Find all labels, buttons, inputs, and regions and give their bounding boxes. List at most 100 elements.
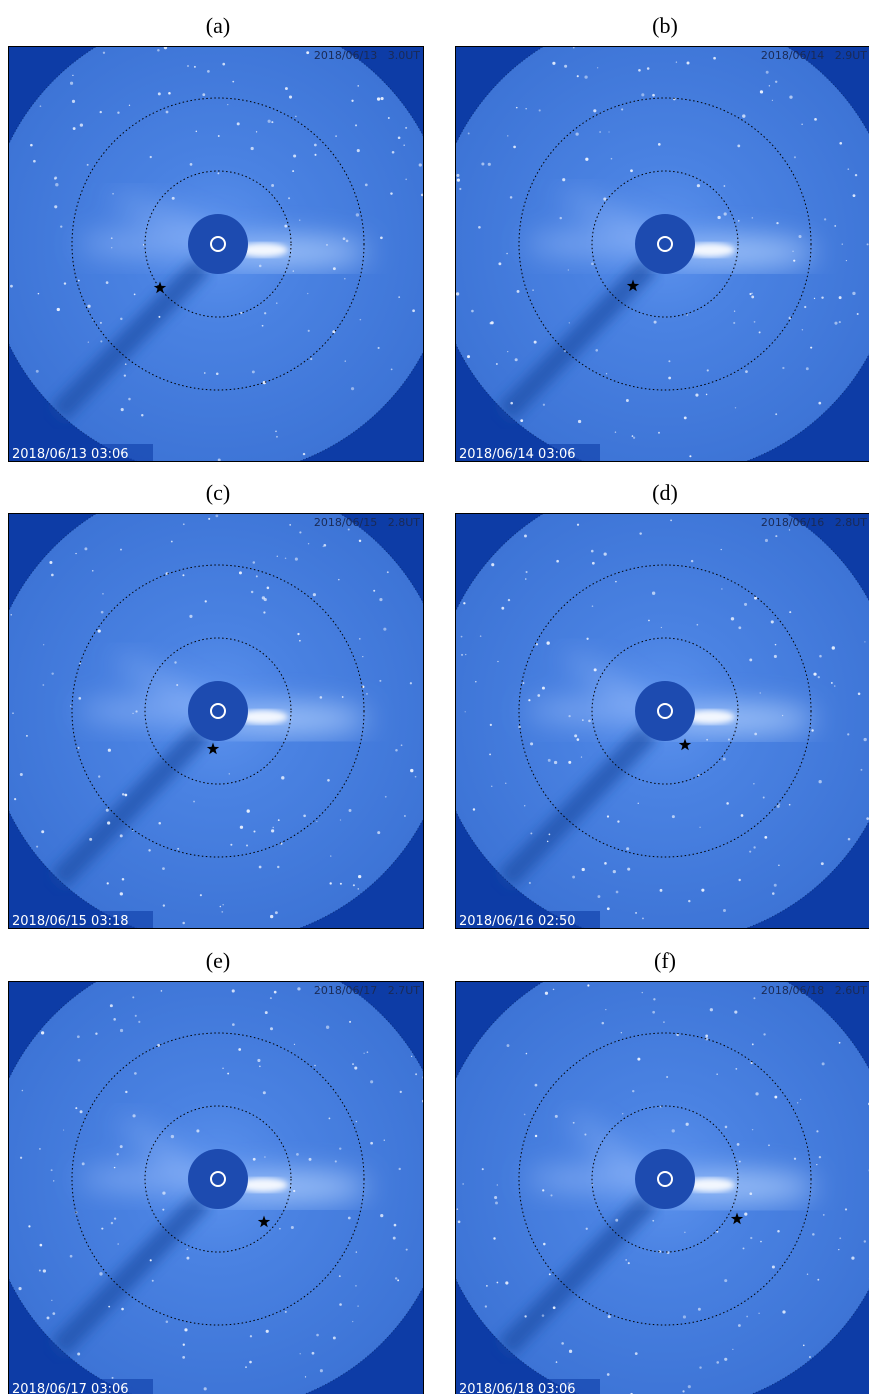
occulter (635, 1149, 695, 1209)
background-star (140, 37, 142, 39)
background-star (686, 1123, 689, 1126)
background-star (771, 620, 774, 623)
background-star (339, 1275, 341, 1277)
background-star (41, 830, 44, 833)
background-star (668, 377, 671, 380)
background-star (725, 1126, 728, 1129)
background-star (393, 1237, 396, 1240)
background-star (355, 124, 357, 126)
background-star (839, 296, 842, 299)
background-star (77, 747, 79, 749)
background-star (172, 197, 175, 200)
background-star (721, 962, 723, 964)
background-star (276, 509, 279, 512)
background-star (465, 711, 466, 712)
background-star (120, 1145, 123, 1148)
background-star (652, 592, 655, 595)
background-star (194, 959, 195, 960)
background-star (106, 281, 109, 284)
background-star (30, 144, 33, 147)
background-star (335, 135, 337, 137)
background-star (578, 420, 581, 423)
coronagraph-image: 2018/06/17 2.7UT2018/06/17 03:06 (0, 947, 450, 1394)
background-star (120, 892, 123, 895)
background-star (54, 205, 57, 208)
header-timestamp: 2018/06/14 2.9UT (761, 49, 867, 62)
background-star (663, 1021, 664, 1022)
background-star (839, 1042, 841, 1044)
background-star (852, 292, 855, 295)
background-star (366, 693, 368, 695)
background-star (493, 1237, 495, 1239)
background-star (547, 841, 549, 843)
background-star (721, 588, 722, 589)
background-star (323, 544, 326, 547)
background-star (751, 293, 752, 294)
background-star (719, 462, 720, 463)
background-star (778, 865, 780, 867)
background-star (232, 1023, 235, 1026)
background-star (691, 560, 693, 562)
background-star (380, 236, 383, 239)
background-star (471, 310, 474, 313)
background-star (760, 692, 761, 693)
coronagraph-image: 2018/06/13 3.0UT2018/06/13 03:06 (0, 12, 450, 476)
background-star (626, 847, 629, 850)
background-star (110, 1004, 113, 1007)
background-star (112, 193, 114, 195)
background-star (774, 1096, 777, 1099)
background-star (80, 123, 83, 126)
background-star (817, 1279, 819, 1281)
background-star (515, 358, 518, 361)
background-star (77, 1035, 80, 1038)
background-star (395, 1277, 397, 1279)
background-star (117, 112, 119, 114)
background-star (569, 322, 570, 323)
background-star (253, 830, 255, 832)
background-star (823, 1214, 825, 1216)
background-star (506, 253, 508, 255)
background-star (0, 1242, 1, 1244)
background-star (135, 710, 137, 712)
background-star (800, 1099, 801, 1100)
background-star (594, 668, 597, 671)
background-star (112, 1377, 114, 1379)
background-star (625, 1259, 626, 1260)
background-star (698, 969, 700, 971)
background-star (20, 1157, 22, 1159)
background-star (450, 1213, 452, 1215)
background-star (161, 495, 163, 497)
background-star (120, 1029, 123, 1032)
background-star (535, 1084, 538, 1087)
background-star (162, 1209, 164, 1211)
background-star (80, 1110, 83, 1113)
background-star (36, 846, 38, 848)
background-star (41, 1031, 44, 1034)
background-star (216, 372, 219, 375)
background-star (584, 1134, 586, 1136)
background-star (661, 627, 662, 628)
background-star (789, 317, 792, 320)
background-star (271, 829, 274, 832)
background-star (617, 820, 619, 822)
background-star (738, 626, 741, 629)
background-star (189, 615, 192, 618)
background-star (839, 142, 842, 145)
background-star (424, 1243, 427, 1246)
footer-timestamp: 2018/06/17 03:06 (12, 1382, 129, 1394)
background-star (507, 135, 508, 136)
background-star (108, 1306, 110, 1308)
background-star (524, 535, 527, 538)
background-star (291, 1226, 294, 1229)
background-star (185, 24, 188, 27)
background-star (338, 579, 340, 581)
background-star (392, 151, 395, 154)
background-star (294, 1044, 295, 1045)
background-star (238, 1048, 241, 1051)
background-star (359, 638, 361, 640)
background-star (763, 1033, 765, 1035)
background-star (295, 116, 297, 118)
background-star (635, 912, 637, 914)
background-star (276, 303, 277, 304)
background-star (754, 321, 756, 323)
